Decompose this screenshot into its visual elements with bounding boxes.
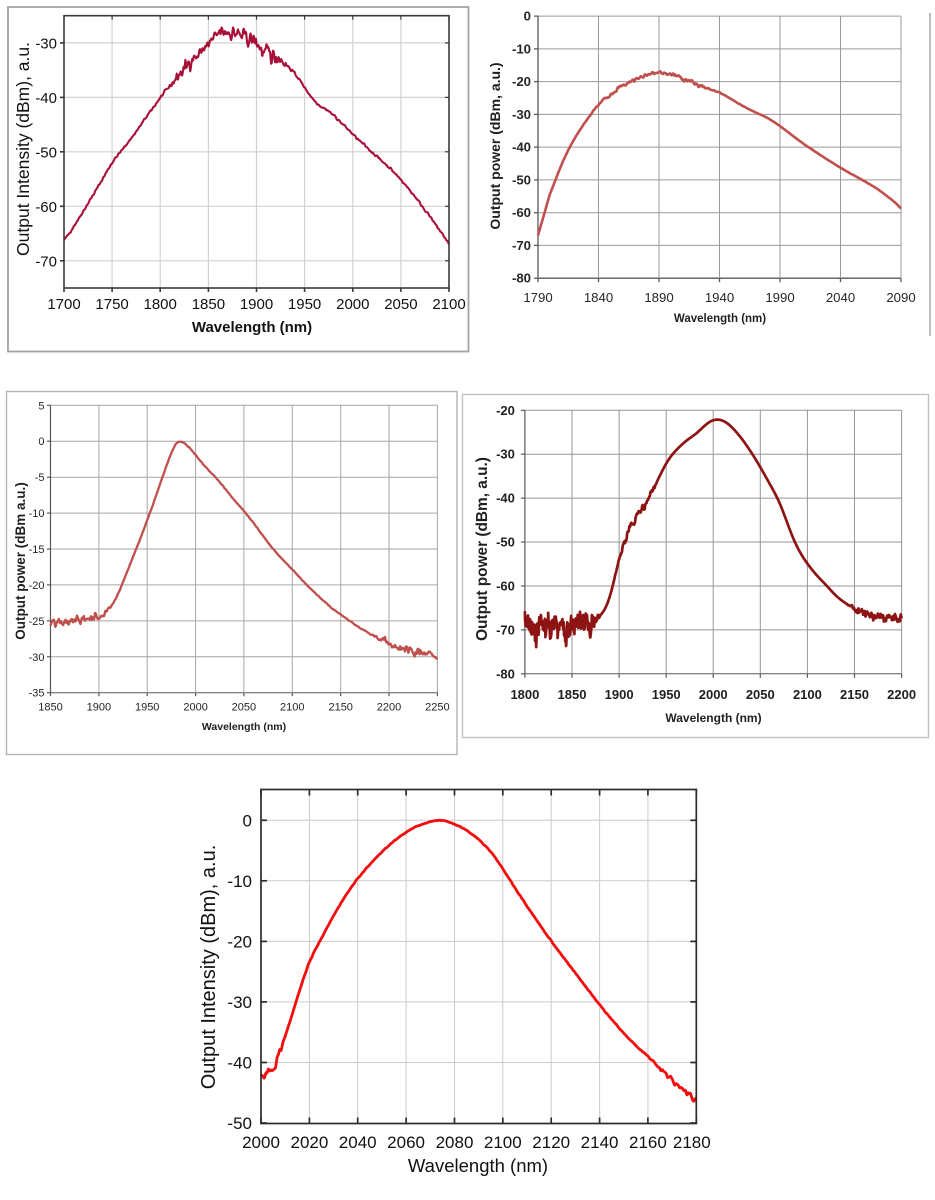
svg-text:-50: -50 [227, 1114, 252, 1133]
svg-text:2100: 2100 [432, 296, 465, 313]
svg-text:-30: -30 [227, 993, 252, 1012]
svg-text:2020: 2020 [290, 1133, 328, 1152]
svg-text:1800: 1800 [144, 296, 177, 313]
svg-text:Wavelength (nm): Wavelength (nm) [408, 1155, 548, 1176]
svg-text:2040: 2040 [339, 1133, 377, 1152]
svg-text:2000: 2000 [242, 1133, 280, 1152]
svg-text:-10: -10 [29, 508, 45, 520]
svg-text:2120: 2120 [532, 1133, 570, 1152]
svg-text:1850: 1850 [192, 296, 225, 313]
svg-text:Output Intensity (dBm), a.u.: Output Intensity (dBm), a.u. [198, 845, 220, 1090]
svg-text:-60: -60 [512, 205, 531, 220]
svg-text:-70: -70 [35, 253, 57, 270]
svg-text:-30: -30 [496, 447, 515, 462]
svg-text:-40: -40 [496, 491, 515, 506]
svg-text:2200: 2200 [887, 687, 916, 702]
svg-text:Output power (dBm, a.u.): Output power (dBm, a.u.) [474, 457, 491, 641]
svg-text:-20: -20 [496, 403, 515, 418]
svg-text:2000: 2000 [699, 687, 728, 702]
svg-text:2090: 2090 [886, 290, 915, 305]
svg-text:-30: -30 [512, 107, 531, 122]
svg-text:1840: 1840 [584, 290, 613, 305]
svg-text:2100: 2100 [793, 687, 822, 702]
svg-text:-60: -60 [496, 579, 515, 594]
svg-text:1950: 1950 [652, 687, 681, 702]
svg-text:2000: 2000 [183, 702, 207, 714]
svg-text:1950: 1950 [288, 296, 321, 313]
svg-text:-20: -20 [29, 580, 45, 592]
svg-text:1900: 1900 [240, 296, 273, 313]
svg-text:-30: -30 [35, 35, 57, 52]
svg-text:1800: 1800 [510, 687, 539, 702]
svg-text:-50: -50 [496, 535, 515, 550]
svg-text:-80: -80 [512, 271, 531, 286]
svg-text:1850: 1850 [558, 687, 587, 702]
svg-text:2080: 2080 [436, 1133, 474, 1152]
svg-text:1750: 1750 [95, 296, 128, 313]
svg-text:-40: -40 [35, 90, 57, 107]
svg-text:2200: 2200 [377, 702, 401, 714]
svg-text:1790: 1790 [523, 290, 552, 305]
svg-text:2140: 2140 [581, 1133, 619, 1152]
svg-text:-35: -35 [29, 688, 45, 700]
svg-text:1700: 1700 [47, 296, 80, 313]
svg-text:-10: -10 [227, 872, 252, 891]
svg-text:2060: 2060 [387, 1133, 425, 1152]
svg-text:0: 0 [38, 436, 44, 448]
svg-text:Output power (dBm, a.u.): Output power (dBm, a.u.) [487, 62, 503, 229]
svg-text:-10: -10 [512, 41, 531, 56]
svg-text:1990: 1990 [765, 290, 794, 305]
svg-text:2100: 2100 [280, 702, 304, 714]
svg-text:-60: -60 [35, 199, 57, 216]
svg-text:-70: -70 [512, 238, 531, 253]
svg-text:Output Intensity (dBm), a.u.: Output Intensity (dBm), a.u. [13, 42, 33, 256]
svg-text:2150: 2150 [328, 702, 352, 714]
svg-text:Wavelength (nm): Wavelength (nm) [674, 313, 766, 325]
svg-text:5: 5 [38, 400, 44, 412]
svg-text:2160: 2160 [629, 1133, 667, 1152]
svg-text:2050: 2050 [384, 296, 417, 313]
svg-text:-15: -15 [29, 544, 45, 556]
svg-text:Wavelength (nm): Wavelength (nm) [192, 319, 312, 336]
svg-text:0: 0 [524, 9, 531, 24]
svg-text:2100: 2100 [484, 1133, 522, 1152]
svg-text:-40: -40 [227, 1054, 252, 1073]
svg-text:-20: -20 [512, 74, 531, 89]
svg-text:0: 0 [243, 811, 252, 830]
svg-text:1900: 1900 [605, 687, 634, 702]
svg-text:-5: -5 [35, 472, 45, 484]
svg-text:2040: 2040 [826, 290, 855, 305]
svg-text:-25: -25 [29, 616, 45, 628]
svg-text:1900: 1900 [87, 702, 111, 714]
svg-text:1890: 1890 [644, 290, 673, 305]
svg-text:Wavelength (nm): Wavelength (nm) [202, 721, 286, 733]
svg-text:Output power (dBm a.u.): Output power (dBm a.u.) [13, 482, 28, 640]
svg-text:2150: 2150 [840, 687, 869, 702]
svg-text:1850: 1850 [38, 702, 62, 714]
svg-text:2180: 2180 [673, 1133, 711, 1152]
svg-text:Wavelength (nm): Wavelength (nm) [665, 711, 761, 725]
svg-text:1940: 1940 [705, 290, 734, 305]
svg-text:1950: 1950 [135, 702, 159, 714]
svg-text:-20: -20 [227, 932, 252, 951]
svg-text:2050: 2050 [746, 687, 775, 702]
svg-text:-70: -70 [496, 622, 515, 637]
svg-text:-80: -80 [496, 666, 515, 681]
svg-text:-50: -50 [35, 144, 57, 161]
svg-text:2000: 2000 [336, 296, 369, 313]
svg-text:2250: 2250 [425, 702, 449, 714]
svg-text:-40: -40 [512, 140, 531, 155]
svg-text:-30: -30 [29, 652, 45, 664]
svg-text:-50: -50 [512, 172, 531, 187]
svg-text:2050: 2050 [232, 702, 256, 714]
